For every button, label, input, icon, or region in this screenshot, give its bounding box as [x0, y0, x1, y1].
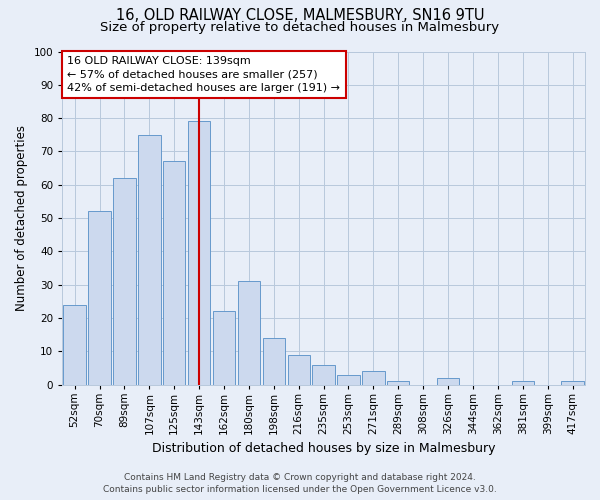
- Bar: [562, 382, 584, 384]
- Bar: [213, 312, 235, 384]
- Bar: [113, 178, 136, 384]
- Y-axis label: Number of detached properties: Number of detached properties: [15, 125, 28, 311]
- Bar: [512, 382, 534, 384]
- Bar: [238, 282, 260, 385]
- Bar: [437, 378, 459, 384]
- Bar: [337, 374, 360, 384]
- Text: Contains HM Land Registry data © Crown copyright and database right 2024.
Contai: Contains HM Land Registry data © Crown c…: [103, 472, 497, 494]
- Text: 16, OLD RAILWAY CLOSE, MALMESBURY, SN16 9TU: 16, OLD RAILWAY CLOSE, MALMESBURY, SN16 …: [116, 8, 484, 22]
- Bar: [387, 382, 409, 384]
- Text: Size of property relative to detached houses in Malmesbury: Size of property relative to detached ho…: [100, 21, 500, 34]
- Bar: [88, 212, 111, 384]
- Text: 16 OLD RAILWAY CLOSE: 139sqm
← 57% of detached houses are smaller (257)
42% of s: 16 OLD RAILWAY CLOSE: 139sqm ← 57% of de…: [67, 56, 340, 93]
- X-axis label: Distribution of detached houses by size in Malmesbury: Distribution of detached houses by size …: [152, 442, 496, 455]
- Bar: [138, 135, 161, 384]
- Bar: [64, 304, 86, 384]
- Bar: [163, 162, 185, 384]
- Bar: [287, 354, 310, 384]
- Bar: [362, 372, 385, 384]
- Bar: [263, 338, 285, 384]
- Bar: [313, 364, 335, 384]
- Bar: [188, 122, 211, 384]
